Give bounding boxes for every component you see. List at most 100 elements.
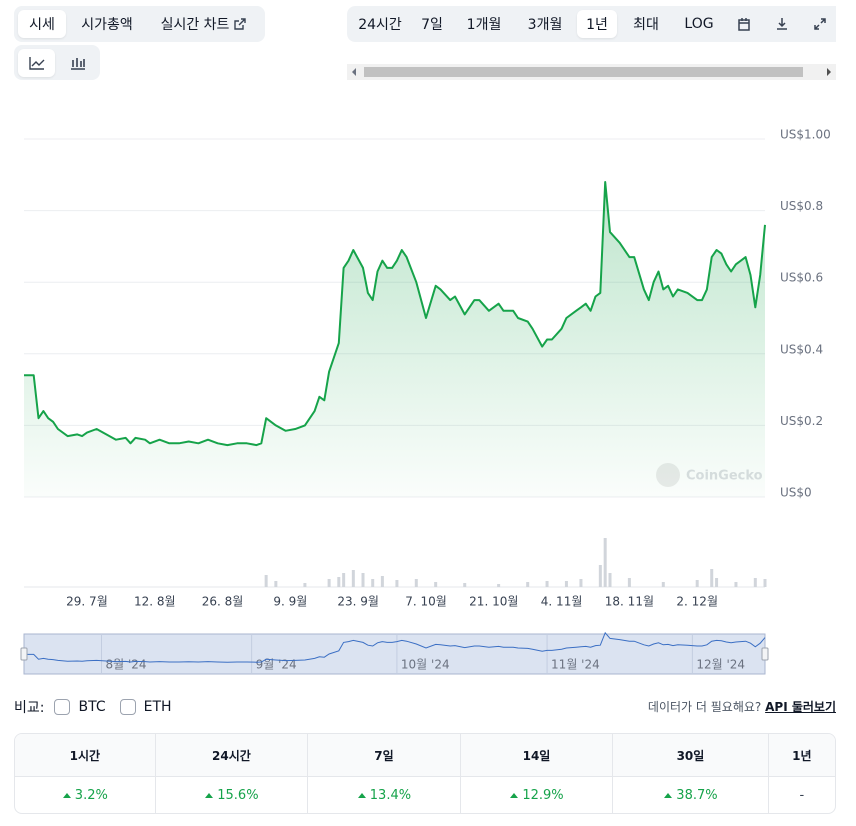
volume-bar — [564, 581, 568, 587]
range-bar: 24시간 7일 1개월 3개월 1년 최대 LOG — [347, 6, 836, 42]
header-cell: 24시간 — [154, 734, 308, 777]
change-value: - — [799, 787, 805, 803]
volume-bar — [661, 582, 665, 587]
range-tab-label: LOG — [684, 16, 714, 32]
up-arrow — [62, 792, 71, 798]
download-button[interactable] — [763, 10, 801, 38]
range-tab[interactable]: 최대 — [619, 10, 673, 38]
volume-bar — [327, 579, 331, 587]
value-row: 3.2% 15.6% 13.4% 12.9% 38.7% - — [15, 777, 835, 813]
volume-bar — [627, 578, 631, 587]
range-tab-label: 1개월 — [466, 17, 502, 33]
compare-checkbox[interactable] — [119, 699, 136, 715]
volume-bar — [274, 581, 278, 587]
range-tab[interactable]: 3개월 — [515, 10, 575, 38]
y-tick-label: US$0.4 — [780, 342, 823, 356]
range-tab[interactable]: LOG — [675, 10, 723, 38]
y-tick-label: US$0 — [780, 486, 812, 500]
view-tab[interactable]: 시가총액 — [66, 10, 148, 38]
change-value: 13.4% — [369, 787, 412, 803]
range-tabs: 24시간 7일 1개월 3개월 1년 최대 LOG — [347, 6, 836, 42]
scroll-right-arrow[interactable] — [825, 68, 833, 76]
x-tick-label: 7. 10월 — [405, 595, 447, 609]
value-cell: 38.7% — [612, 777, 767, 813]
x-tick-label: 2. 12월 — [676, 595, 718, 609]
x-tick-label: 18. 11월 — [605, 595, 654, 609]
price-line — [24, 181, 766, 447]
navigator-label: 12월 '24 — [696, 658, 745, 672]
volume-bar — [608, 573, 612, 587]
volume-bar — [414, 579, 418, 587]
range-tab[interactable]: 1개월 — [455, 10, 513, 38]
volume-bar — [303, 583, 307, 587]
volume-bar — [264, 575, 268, 587]
compare-row: 비교: BTC ETH — [14, 697, 172, 717]
api-row: 데이터가 더 필요해요? API 둘러보기 — [648, 698, 836, 715]
y-tick-label: US$0.6 — [780, 271, 823, 285]
line-chart-button[interactable] — [18, 48, 55, 77]
navigator-label: 8월 '24 — [105, 658, 146, 672]
range-tab[interactable]: 24시간 — [351, 10, 409, 38]
compare-option: ETH — [143, 699, 172, 715]
price-chart: US$0US$0.2US$0.4US$0.6US$0.8US$1.00CoinG… — [20, 128, 831, 675]
api-prompt: 데이터가 더 필요해요? — [647, 700, 762, 714]
volume-bar — [695, 580, 699, 587]
candle-chart-button[interactable] — [59, 49, 96, 77]
volume-bar — [463, 583, 467, 587]
volume-bar — [395, 580, 399, 587]
range-tab-label: 1년 — [586, 17, 608, 33]
up-arrow-glyph — [62, 792, 71, 798]
expand-button-icon — [814, 18, 826, 30]
volume-bar — [342, 573, 346, 587]
change-value: 12.9% — [522, 787, 564, 803]
scrollbar[interactable] — [347, 64, 836, 80]
value-cell: 13.4% — [307, 777, 460, 813]
up-arrow-glyph — [357, 792, 366, 798]
volume-bar — [715, 578, 719, 587]
x-tick-label: 29. 7월 — [66, 595, 108, 609]
scroll-left-arrow[interactable] — [350, 68, 358, 76]
calendar-button-glyph — [738, 18, 750, 31]
y-tick-label: US$0.2 — [780, 414, 823, 428]
range-tab[interactable]: 1년 — [577, 10, 617, 38]
navigator-handle[interactable] — [20, 647, 28, 661]
range-tab[interactable]: 7일 — [411, 10, 453, 38]
view-tab[interactable]: 시세 — [18, 10, 66, 38]
view-tabs: 시세 시가총액 실시간 차트 — [14, 6, 265, 42]
navigator-handle[interactable] — [761, 647, 769, 661]
compare-label: 비교: — [14, 700, 45, 716]
up-arrow — [205, 792, 214, 798]
price-area — [24, 182, 765, 497]
volume-bar — [763, 579, 767, 587]
navigator-window — [23, 633, 766, 675]
header-cell: 7일 — [307, 734, 460, 777]
value-cell: 12.9% — [459, 777, 613, 813]
view-tab[interactable]: 실시간 차트 — [148, 10, 260, 38]
volume-bar — [351, 570, 355, 587]
range-tab-label: 최대 — [633, 17, 659, 33]
external-link-glyph — [234, 18, 247, 30]
range-tab-label: 3개월 — [527, 17, 563, 33]
expand-button-glyph — [814, 18, 826, 30]
up-arrow — [664, 792, 673, 798]
calendar-button-icon — [738, 18, 750, 31]
api-link[interactable]: API 둘러보기 — [765, 700, 836, 714]
header-row: 1시간 24시간 7일 14일 30일 1년 — [15, 734, 835, 777]
volume-bar — [497, 584, 501, 587]
calendar-button[interactable] — [725, 10, 763, 38]
volume-bar — [598, 565, 602, 587]
expand-button[interactable] — [801, 10, 836, 38]
y-tick-label: US$0.8 — [780, 199, 823, 213]
volume-bar — [337, 577, 341, 587]
download-button-glyph — [777, 18, 787, 30]
up-arrow — [510, 792, 519, 798]
range-tab-label: 7일 — [421, 17, 443, 33]
change-table: 1시간 24시간 7일 14일 30일 1년 3.2% 15.6% 13.4% 12.9% 38.7… — [15, 734, 835, 813]
header-cell: 1년 — [767, 734, 835, 777]
scrollbar-thumb[interactable] — [364, 67, 803, 77]
view-tab-label: 실시간 차트 — [160, 17, 230, 33]
compare-checkbox[interactable] — [54, 699, 71, 715]
download-button-icon — [777, 18, 787, 30]
external-link-icon — [234, 18, 247, 30]
